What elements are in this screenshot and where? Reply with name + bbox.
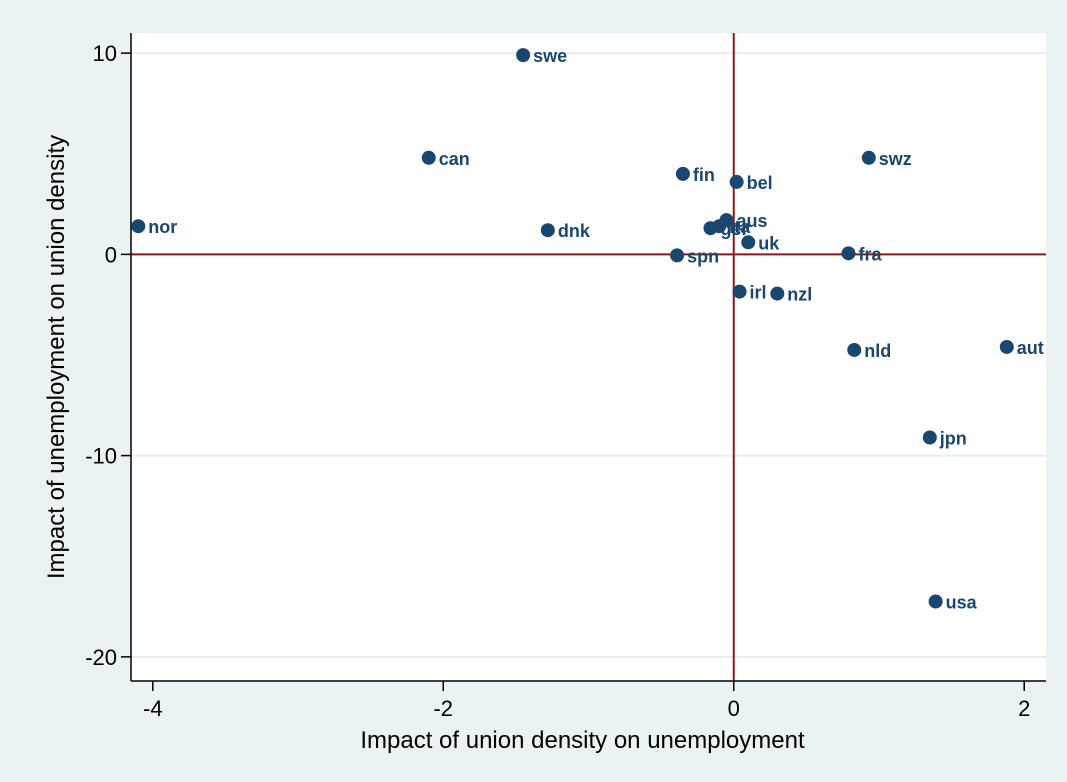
point-marker (516, 48, 531, 63)
reference-lines (131, 33, 1046, 681)
data-point-aut: aut (999, 338, 1044, 358)
data-point-spn: spn (670, 246, 719, 266)
data-point-nor: nor (131, 217, 177, 237)
point-marker (421, 150, 436, 165)
data-point-aus: aus (719, 211, 768, 231)
plot-area (131, 33, 1046, 681)
x-axis-title: Impact of union density on unemployment (360, 727, 805, 754)
x-tick-label: -4 (143, 696, 163, 721)
point-marker (670, 248, 685, 263)
point-marker (847, 342, 862, 357)
x-tick-label: -2 (433, 696, 453, 721)
point-label: fin (693, 165, 715, 185)
data-point-jpn: jpn (922, 428, 967, 448)
point-label: dnk (558, 221, 591, 241)
data-point-swe: swe (516, 46, 567, 66)
point-marker (922, 430, 937, 445)
point-marker (741, 235, 756, 250)
y-tick-label: -10 (85, 444, 117, 469)
point-label: ger (721, 219, 749, 239)
data-point-usa: usa (928, 593, 978, 613)
point-label: can (439, 149, 470, 169)
point-label: fra (858, 244, 882, 264)
y-tick-label: 0 (105, 242, 117, 267)
point-label: bel (747, 173, 773, 193)
data-point-fin: fin (675, 165, 715, 185)
data-point-fra: fra (841, 244, 882, 264)
point-label: swe (533, 46, 567, 66)
data-point-can: can (421, 149, 470, 169)
point-label: usa (946, 593, 978, 613)
y-tick-label: -20 (85, 645, 117, 670)
point-marker (928, 594, 943, 609)
data-point-uk: uk (741, 233, 780, 253)
point-label: uk (758, 233, 780, 253)
point-label: jpn (939, 428, 967, 448)
point-label: aus (736, 211, 767, 231)
data-point-swz: swz (861, 149, 912, 169)
point-marker (861, 150, 876, 165)
data-point-dnk: dnk (540, 221, 591, 241)
point-label: aut (1017, 338, 1044, 358)
data-point-ger: ger (703, 219, 749, 239)
point-label: nld (864, 341, 891, 361)
x-tick-label: 2 (1018, 696, 1030, 721)
data-point-bel: bel (729, 173, 773, 193)
x-tick-label: 0 (728, 696, 740, 721)
point-label: nor (148, 217, 177, 237)
point-marker (131, 219, 146, 234)
y-axis-title: Impact of unemployment on union density (43, 135, 70, 579)
y-tick-label: 10 (93, 41, 117, 66)
point-label: ita (729, 217, 751, 237)
point-marker (675, 166, 690, 181)
data-point-nzl: nzl (770, 285, 812, 305)
point-marker (732, 284, 747, 299)
data-point-irl: irl (732, 283, 767, 303)
point-marker (841, 246, 856, 261)
point-marker (999, 339, 1014, 354)
point-label: nzl (787, 285, 812, 305)
point-marker (703, 221, 718, 236)
point-label: spn (687, 246, 719, 266)
point-marker (770, 286, 785, 301)
point-marker (729, 174, 744, 189)
data-point-nld: nld (847, 341, 891, 361)
point-marker (540, 223, 555, 238)
point-label: swz (879, 149, 912, 169)
point-label: irl (750, 283, 767, 303)
